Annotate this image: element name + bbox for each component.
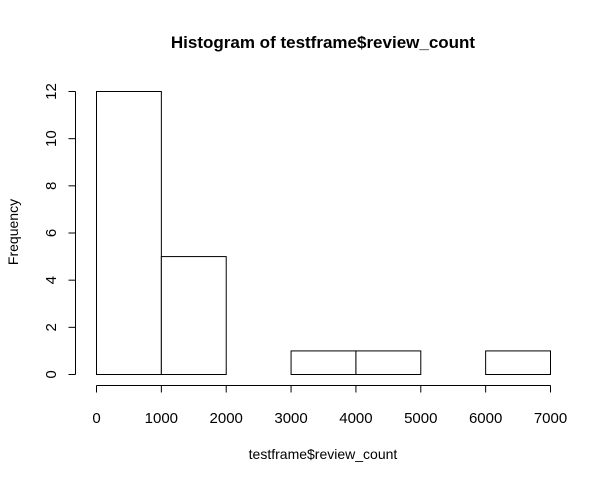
y-tick-label-12: 12: [43, 83, 60, 100]
x-tick-label-7000: 7000: [534, 410, 567, 427]
x-tick-label-1000: 1000: [145, 410, 178, 427]
y-tick-label-10: 10: [43, 130, 60, 147]
x-axis: 0 1000 2000 3000 4000 5000 6000 7000: [92, 385, 567, 427]
x-tick-label-2000: 2000: [210, 410, 243, 427]
y-tick-label-4: 4: [43, 276, 60, 284]
histogram-bar-4000-5000: [355, 350, 422, 375]
bars-group: [96, 91, 551, 376]
y-tick-label-0: 0: [43, 370, 60, 378]
y-tick-label-2: 2: [43, 323, 60, 331]
x-tick-label-6000: 6000: [469, 410, 502, 427]
x-tick-label-3000: 3000: [274, 410, 307, 427]
x-tick-label-4000: 4000: [339, 410, 372, 427]
histogram-bar-1000-2000: [160, 256, 227, 376]
y-axis-label: Frequency: [5, 199, 21, 265]
histogram-bar-6000-7000: [485, 350, 551, 375]
x-tick-label-0: 0: [92, 410, 100, 427]
histogram-bar-3000-4000: [290, 350, 357, 375]
x-axis-label: testframe$review_count: [249, 446, 398, 462]
x-tick-label-5000: 5000: [404, 410, 437, 427]
y-axis: 0 2 4 6 8 10 12: [43, 83, 76, 379]
y-tick-label-6: 6: [43, 229, 60, 237]
y-tick-label-8: 8: [43, 182, 60, 190]
chart-title: Histogram of testframe$review_count: [171, 33, 476, 52]
histogram-bar-0-1000: [96, 91, 162, 375]
